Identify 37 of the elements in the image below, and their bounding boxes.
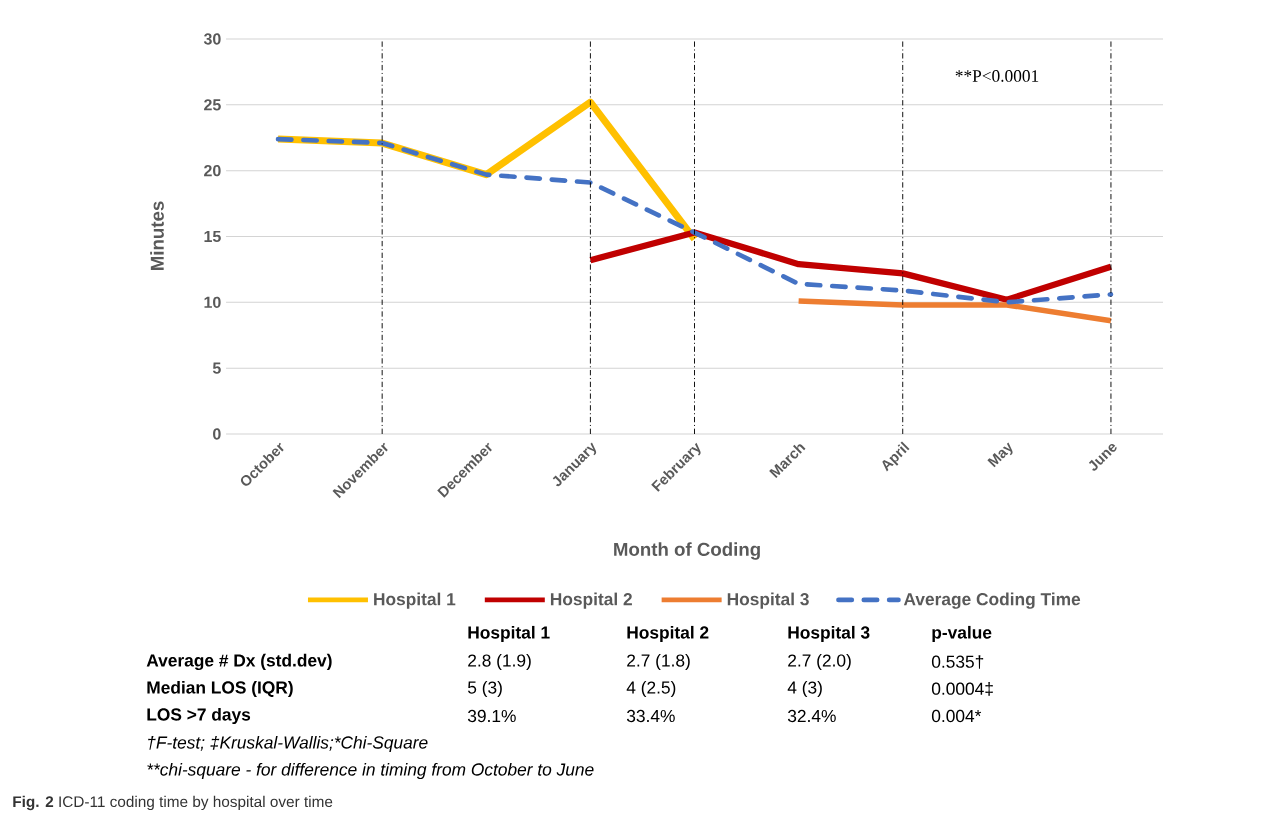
text: 39.1%: [467, 709, 516, 723]
y-tick-label: 10: [204, 296, 221, 308]
y-tick-label: 5: [212, 362, 221, 374]
line-series: [275, 136, 1114, 305]
annotation: **P<0.0001: [955, 70, 1039, 82]
legend-label: Hospital 1: [374, 592, 456, 609]
text: LOS >7 days: [147, 707, 251, 725]
y-tick-label: 25: [204, 99, 221, 111]
text: Median LOS (IQR): [147, 680, 293, 698]
legend-label: Average Coding Time: [903, 592, 1081, 609]
text: 0.004*: [931, 709, 982, 723]
text: Fig. 2 ICD-11 coding time by hospital over time: [13, 795, 333, 811]
text: Hospital 3: [788, 625, 870, 643]
text: 5 (3): [467, 680, 502, 698]
y-tick-label: 15: [204, 230, 221, 243]
text: 2.7 (1.8): [627, 653, 690, 671]
legend-label: Hospital 3: [727, 592, 809, 609]
text: 0.535†: [931, 655, 984, 669]
text: p-value: [932, 625, 992, 643]
text: 2.7 (2.0): [788, 653, 851, 671]
text: 0.0004‡: [931, 682, 993, 696]
text: 32.4%: [787, 709, 836, 723]
text: Hospital 2: [627, 625, 709, 643]
text: Hospital 1: [468, 625, 550, 643]
text: 2.8 (1.9): [468, 653, 531, 671]
text: †F-test; ‡Kruskal-Wallis;*Chi-Square: [148, 735, 428, 753]
x-axis-title: Month of Coding: [614, 542, 760, 560]
text: 33.4%: [626, 709, 675, 723]
y-tick-label: 30: [203, 33, 221, 45]
text: 4 (3): [787, 680, 822, 698]
legend-label: Hospital 2: [550, 592, 632, 609]
y-axis-title: Minutes: [150, 201, 164, 270]
text: Average # Dx (std.dev): [146, 653, 332, 671]
y-tick-label: 20: [204, 165, 221, 177]
y-tick-label: 0: [213, 428, 221, 440]
text: 4 (2.5): [626, 680, 676, 698]
text: **chi-square - for difference in timing from October to June: [147, 762, 594, 780]
